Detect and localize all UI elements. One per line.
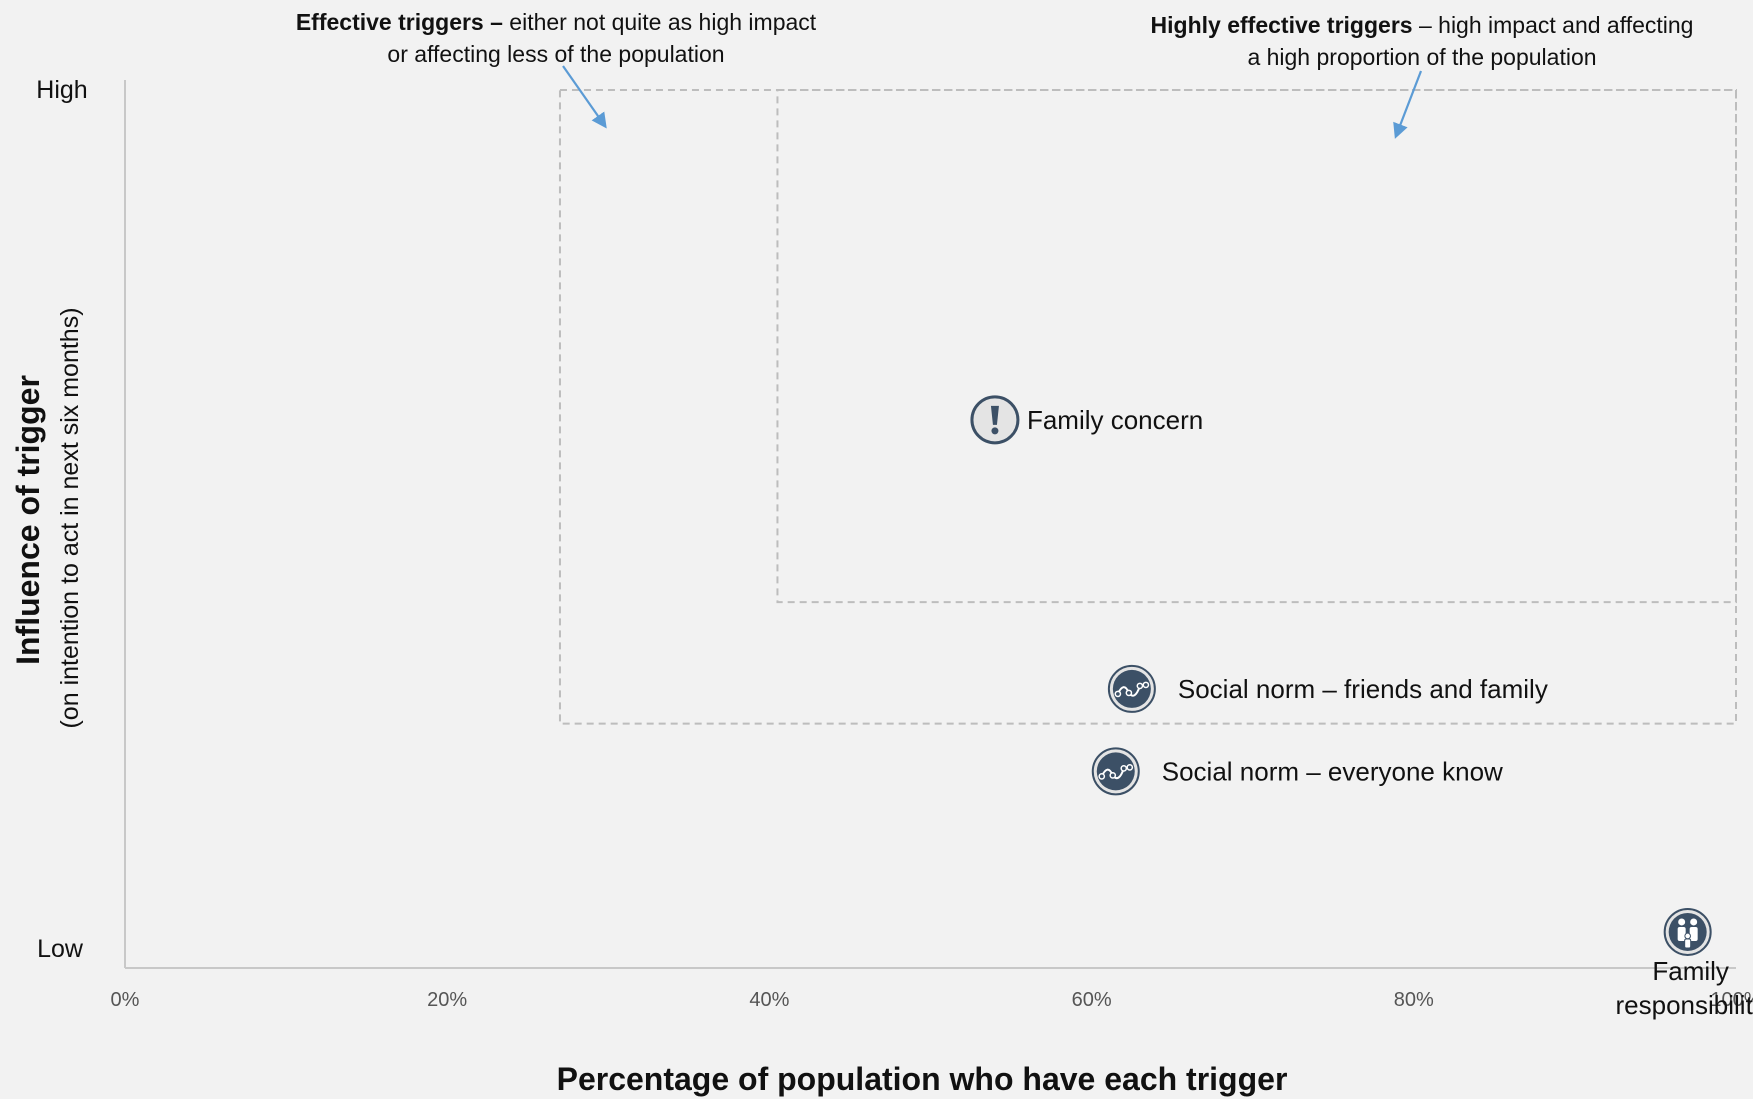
family-icon [1663,907,1712,956]
regions-layer [558,89,1737,725]
x-tick-label: 100% [1710,989,1753,1011]
exclamation-icon [970,395,1020,445]
y-level-low: Low [37,935,84,963]
data-point: Social norm – friends and family [1107,664,1548,713]
y-axis-title: Influence of trigger [10,375,46,665]
annotation-effective-line1: Effective triggers – either not quite as… [296,9,817,35]
annotation-highly-effective-line2: a high proportion of the population [1247,44,1596,70]
y-level-high: High [36,76,87,104]
data-point: Family concern [970,395,1203,445]
annotation-bold: Effective triggers – [296,9,503,35]
x-tick-label: 80% [1394,989,1434,1011]
data-label: Family responsibility [1616,956,1753,1020]
annotation-effective-line2: or affecting less of the population [387,41,724,67]
annotations-layer: Effective triggers – either not quite as… [296,9,1694,139]
annotation-arrow [562,65,607,129]
x-tick-label: 40% [749,989,789,1011]
data-point: Social norm – everyone know [1091,747,1503,796]
x-tick-label: 20% [427,989,467,1011]
data-label: Family concern [1027,405,1203,435]
x-ticks: 0% 20% 40% 60% 80% 100% [111,989,1753,1011]
social-network-icon [1107,664,1156,713]
annotation-arrow [1393,70,1423,139]
x-axis-title: Percentage of population who have each t… [557,1061,1288,1097]
data-label: Social norm – friends and family [1178,674,1548,704]
region-highly-effective [776,89,1737,604]
annotation-text: – high impact and affecting [1413,12,1694,38]
annotation-highly-effective-line1: Highly effective triggers – high impact … [1151,12,1694,38]
data-point: Family responsibility [1616,907,1753,1020]
x-tick-label: 60% [1072,989,1112,1011]
y-axis-subtitle: (on intention to act in next six months) [56,307,84,728]
axes-layer [124,80,1736,969]
annotation-text: either not quite as high impact [503,9,817,35]
annotation-bold: Highly effective triggers [1151,12,1413,38]
points-layer: Family concern Social norm – friends and … [970,395,1753,1020]
social-network-icon [1091,747,1140,796]
data-label: Social norm – everyone know [1162,756,1503,786]
x-tick-label: 0% [111,989,140,1011]
